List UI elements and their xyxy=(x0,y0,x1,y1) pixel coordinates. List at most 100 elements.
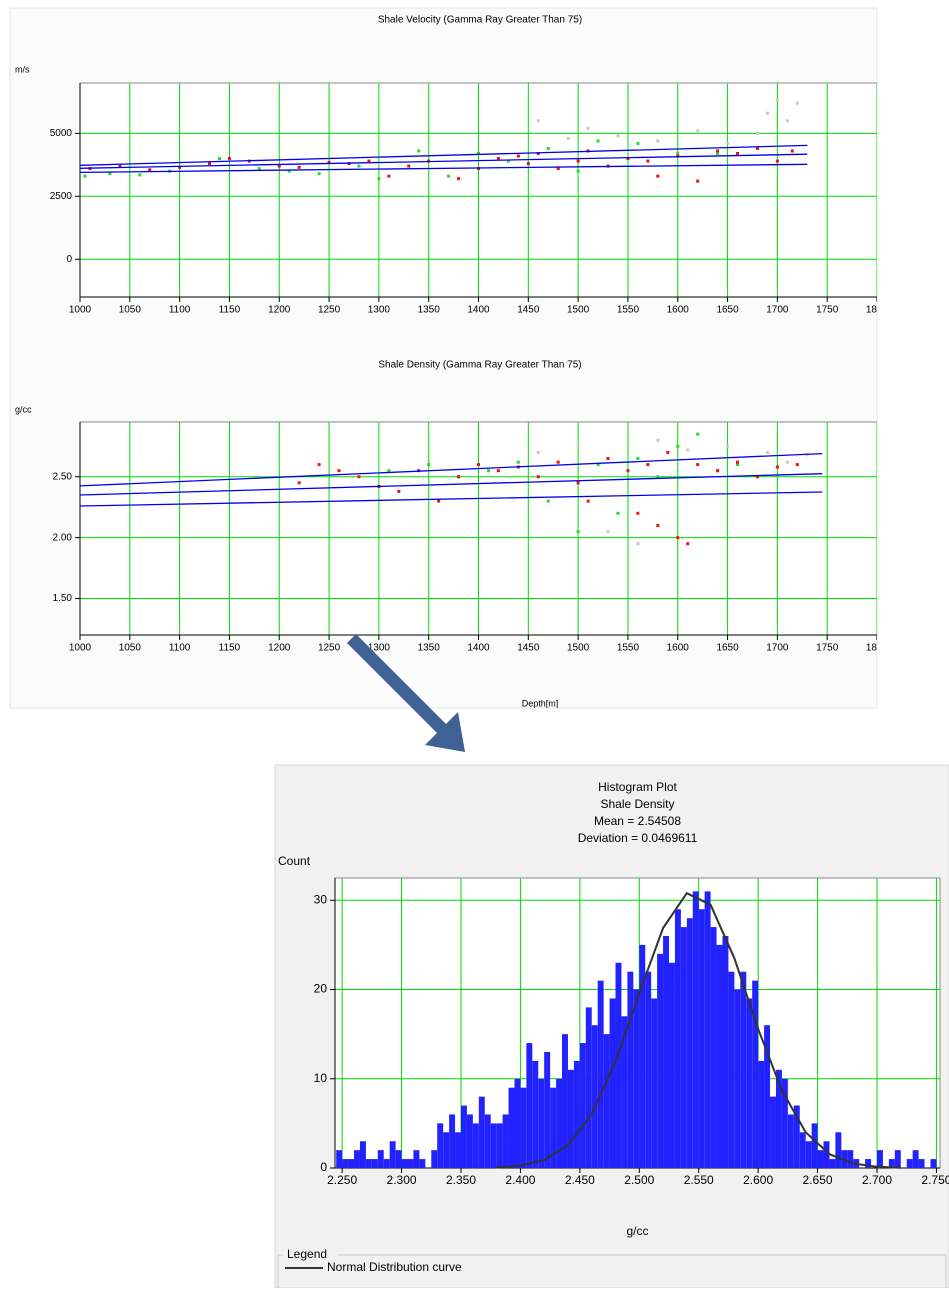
histogram-bar xyxy=(467,1114,473,1168)
scatter-point xyxy=(138,173,141,176)
histogram-bar xyxy=(372,1159,378,1168)
histogram-bar xyxy=(461,1106,467,1168)
scatter-point xyxy=(357,165,360,168)
scatter-point xyxy=(587,127,590,130)
x-tick-label: 1000 xyxy=(69,305,92,316)
histogram-bar xyxy=(390,1141,396,1168)
y-tick-label: 2.50 xyxy=(53,471,73,482)
scatter-point xyxy=(666,451,669,454)
histogram-bar xyxy=(740,972,746,1168)
x-tick-label: 1050 xyxy=(119,305,142,316)
scatter-point xyxy=(607,457,610,460)
scatter-point xyxy=(298,481,301,484)
x-tick-label: 1450 xyxy=(517,305,540,316)
scatter-point xyxy=(577,481,580,484)
scatter-point xyxy=(686,448,689,451)
scatter-point xyxy=(696,129,699,132)
y-axis-label: m/s xyxy=(15,64,30,74)
scatter-point xyxy=(716,469,719,472)
scatter-point xyxy=(457,177,460,180)
legend-label: Normal Distribution curve xyxy=(327,1260,462,1274)
histogram-bar xyxy=(847,1150,853,1168)
scatter-point xyxy=(537,119,540,122)
y-tick-label: 0 xyxy=(320,1160,327,1174)
histogram-bar xyxy=(681,927,687,1168)
y-tick-label: 2.00 xyxy=(53,532,73,543)
scatter-point xyxy=(577,160,580,163)
scatter-point xyxy=(616,134,619,137)
histogram-bar xyxy=(610,998,616,1168)
scatter-point xyxy=(656,524,659,527)
histogram-bar xyxy=(354,1150,360,1168)
scatter-point xyxy=(587,500,590,503)
x-tick-label: 1350 xyxy=(418,305,441,316)
y-tick-label: 10 xyxy=(314,1071,328,1085)
scatter-point xyxy=(626,469,629,472)
chart-title: Shale Velocity (Gamma Ray Greater Than 7… xyxy=(378,15,582,26)
x-tick-label: 1600 xyxy=(667,643,690,654)
scatter-point xyxy=(497,469,500,472)
scatter-point xyxy=(318,463,321,466)
scatter-point xyxy=(567,137,570,140)
scatter-point xyxy=(397,490,400,493)
legend-title: Legend xyxy=(287,1247,327,1261)
histogram-bar xyxy=(663,936,669,1168)
scatter-point xyxy=(577,170,580,173)
x-tick-label: 2.350 xyxy=(446,1173,476,1187)
scatter-point xyxy=(357,475,360,478)
histogram-bar xyxy=(693,891,699,1168)
x-tick-label: 1400 xyxy=(467,305,490,316)
histogram-bar xyxy=(473,1123,479,1168)
y-tick-label: 1.50 xyxy=(53,593,73,604)
x-tick-label: 2.500 xyxy=(624,1173,654,1187)
histogram-bar xyxy=(479,1097,485,1168)
histogram-bar xyxy=(835,1132,841,1168)
scatter-point xyxy=(766,112,769,115)
histogram-bar xyxy=(669,963,675,1168)
x-tick-label: 1200 xyxy=(268,305,291,316)
scatter-point xyxy=(298,166,301,169)
x-tick-label: 2.300 xyxy=(387,1173,417,1187)
scatter-point xyxy=(716,149,719,152)
histogram-bar xyxy=(728,972,734,1168)
scatter-point xyxy=(726,445,729,448)
histogram-bar xyxy=(919,1159,925,1168)
x-tick-label: 1050 xyxy=(119,643,142,654)
x-tick-label: 1400 xyxy=(467,643,490,654)
x-tick-label: 1150 xyxy=(219,643,241,654)
scatter-point xyxy=(676,445,679,448)
scatter-point xyxy=(487,469,490,472)
scatter-point xyxy=(527,162,530,165)
histogram-bar xyxy=(717,945,723,1168)
scatter-point xyxy=(537,475,540,478)
histogram-bar xyxy=(930,1159,936,1168)
x-tick-label: 1200 xyxy=(268,643,291,654)
x-tick-label: 1350 xyxy=(418,643,441,654)
scatter-point xyxy=(636,542,639,545)
scatter-point xyxy=(557,461,560,464)
y-tick-label: 2500 xyxy=(50,191,73,202)
scatter-point xyxy=(417,149,420,152)
x-tick-label: 2.650 xyxy=(803,1173,833,1187)
histogram-bar xyxy=(408,1159,414,1168)
x-tick-label: 1750 xyxy=(816,643,839,654)
x-tick-label: 1100 xyxy=(169,305,191,316)
scatter-point xyxy=(776,99,779,102)
scatter-point xyxy=(457,475,460,478)
histogram-bar xyxy=(812,1123,818,1168)
histogram-bar xyxy=(788,1114,794,1168)
histogram-bar xyxy=(699,909,705,1168)
chart-title: Shale Density (Gamma Ray Greater Than 75… xyxy=(378,360,581,371)
histogram-bar xyxy=(687,918,693,1168)
x-tick-label: 1150 xyxy=(219,305,241,316)
scatter-point xyxy=(646,463,649,466)
scatter-point xyxy=(208,162,211,165)
histogram-bar xyxy=(532,1061,538,1168)
x-tick-label: 2.250 xyxy=(327,1173,357,1187)
scatter-point xyxy=(218,157,221,160)
histogram-bar xyxy=(348,1159,354,1168)
histogram-bar xyxy=(396,1150,402,1168)
x-tick-label: 1250 xyxy=(318,643,341,654)
scatter-point xyxy=(696,463,699,466)
scatter-point xyxy=(786,461,789,464)
